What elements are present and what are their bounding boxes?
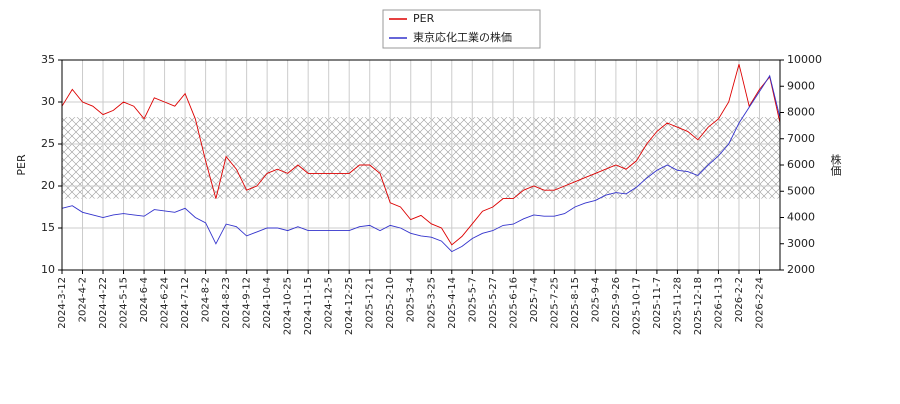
- y2-axis-label: 株価: [829, 153, 842, 176]
- y2-tick-label: 4000: [787, 211, 815, 224]
- x-tick-label: 2025-11-7: [652, 277, 663, 329]
- y-tick-label: 35: [41, 53, 55, 66]
- x-tick-label: 2024-9-12: [242, 277, 253, 329]
- x-tick-label: 2024-3-12: [57, 277, 68, 329]
- x-tick-label: 2024-8-2: [201, 277, 212, 322]
- x-tick-label: 2024-12-25: [344, 277, 355, 335]
- legend-label: PER: [413, 12, 435, 25]
- x-tick-label: 2024-6-4: [139, 277, 150, 322]
- x-tick-label: 2024-8-23: [221, 277, 232, 329]
- x-tick-label: 2026-1-13: [713, 277, 724, 329]
- y-tick-label: 25: [41, 137, 55, 150]
- x-tick-label: 2024-4-2: [78, 277, 89, 322]
- x-tick-label: 2024-6-24: [160, 277, 171, 329]
- legend-label: 東京応化工業の株価: [413, 30, 512, 44]
- y2-tick-label: 3000: [787, 237, 815, 250]
- x-tick-label: 2025-4-14: [447, 277, 458, 329]
- y2-tick-label: 2000: [787, 263, 815, 276]
- series-line: [61, 74, 781, 253]
- x-tick-label: 2025-9-26: [611, 277, 622, 329]
- x-tick-label: 2025-5-7: [467, 277, 478, 322]
- x-tick-label: 2024-4-22: [98, 277, 109, 329]
- x-tick-label: 2025-7-25: [549, 277, 560, 329]
- x-tick-label: 2025-3-25: [426, 277, 437, 329]
- x-tick-label: 2025-9-4: [590, 277, 601, 322]
- series-line: [61, 64, 781, 246]
- y2-tick-label: 10000: [787, 53, 822, 66]
- x-tick-label: 2026-2-24: [754, 277, 765, 329]
- x-tick-label: 2025-3-4: [406, 277, 417, 322]
- x-tick-label: 2025-10-17: [631, 277, 642, 335]
- hatch-band: [62, 117, 780, 199]
- y-tick-label: 30: [41, 95, 55, 108]
- x-tick-label: 2025-6-16: [508, 277, 519, 329]
- x-tick-label: 2024-7-12: [180, 277, 191, 329]
- y-tick-label: 20: [41, 179, 55, 192]
- x-tick-label: 2024-10-4: [262, 277, 273, 329]
- x-tick-label: 2024-12-5: [324, 277, 335, 329]
- x-tick-label: 2024-11-15: [303, 277, 314, 335]
- y2-tick-label: 7000: [787, 132, 815, 145]
- x-tick-label: 2025-5-27: [488, 277, 499, 329]
- y2-tick-label: 9000: [787, 79, 815, 92]
- plot-frame: [61, 59, 781, 271]
- y2-tick-label: 6000: [787, 158, 815, 171]
- x-tick-label: 2026-2-2: [734, 277, 745, 322]
- legend-box: [382, 9, 541, 49]
- y-tick-label: 15: [41, 221, 55, 234]
- y2-tick-label: 5000: [787, 184, 815, 197]
- y-axis-label: PER: [15, 154, 28, 176]
- x-tick-label: 2025-11-28: [672, 277, 683, 335]
- x-tick-label: 2025-1-21: [365, 277, 376, 329]
- x-tick-label: 2024-5-15: [119, 277, 130, 329]
- x-tick-label: 2025-12-18: [693, 277, 704, 335]
- x-tick-label: 2024-10-25: [283, 277, 294, 335]
- x-tick-label: 2025-2-10: [385, 277, 396, 329]
- x-tick-label: 2025-7-4: [529, 277, 540, 322]
- y-tick-label: 10: [41, 263, 55, 276]
- x-tick-label: 2025-8-15: [570, 277, 581, 329]
- y2-tick-label: 8000: [787, 106, 815, 119]
